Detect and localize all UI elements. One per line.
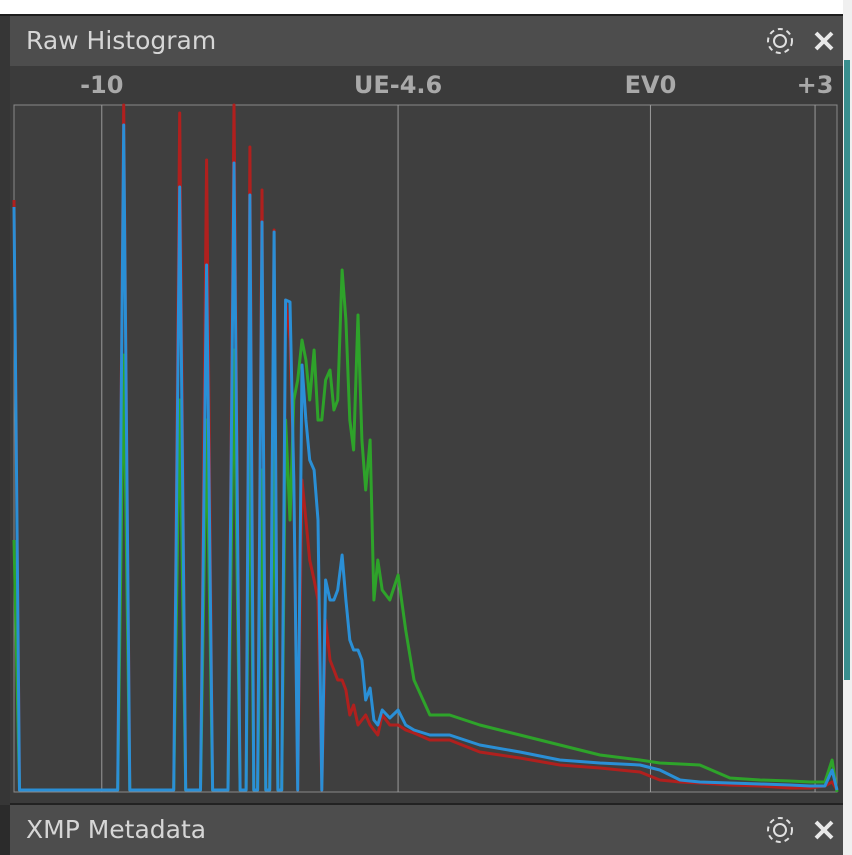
panel-header — [10, 805, 843, 855]
x-tick-label: EV0 — [625, 71, 677, 99]
panel-title: XMP Metadata — [26, 815, 206, 844]
panel-title: Raw Histogram — [26, 26, 216, 55]
close-icon[interactable] — [814, 820, 834, 840]
histogram-line — [12, 123, 839, 792]
panel-divider — [10, 803, 843, 805]
x-tick-label: +3 — [797, 71, 834, 99]
top-strip — [0, 0, 852, 14]
plot: -10 UE-4.6 EV0 +3 — [12, 71, 839, 793]
right-scroll — [844, 60, 850, 680]
plot-area — [13, 104, 838, 793]
top-border — [0, 14, 843, 16]
settings-icon[interactable] — [767, 28, 793, 54]
x-tick-label: -10 — [80, 71, 123, 99]
close-icon[interactable] — [814, 31, 834, 51]
settings-icon[interactable] — [767, 817, 793, 843]
x-tick-label: UE-4.6 — [354, 71, 442, 99]
panel-header — [10, 16, 843, 66]
